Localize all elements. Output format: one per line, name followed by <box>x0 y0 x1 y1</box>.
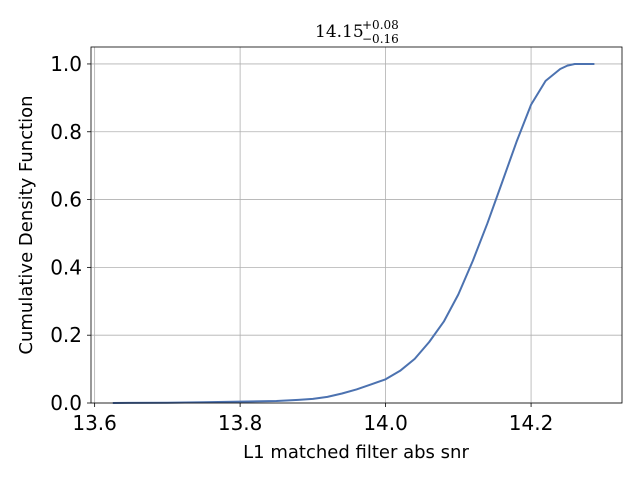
chart-title-lower-error: −0.16 <box>362 32 399 46</box>
cdf-series-line <box>112 63 595 404</box>
y-tick-label: 0.0 <box>50 391 82 415</box>
y-axis-ticks: 0.0 0.2 0.4 0.6 0.8 1.0 <box>50 52 91 415</box>
x-tick-label: 13.6 <box>72 411 117 435</box>
y-tick-label: 0.2 <box>50 323 82 347</box>
x-tick-label: 14.0 <box>363 411 408 435</box>
x-tick-label: 14.2 <box>509 411 554 435</box>
x-axis-label: L1 matched filter abs snr <box>243 442 469 463</box>
y-tick-label: 0.4 <box>50 255 82 279</box>
chart-title-upper-error: +0.08 <box>362 18 399 32</box>
series-layer <box>112 63 595 404</box>
y-axis-label: Cumulative Density Function <box>16 95 37 354</box>
chart-title-value: 14.15 <box>315 22 364 42</box>
grid-lines <box>91 47 622 404</box>
x-tick-label: 13.8 <box>218 411 263 435</box>
y-tick-label: 0.8 <box>50 120 82 144</box>
x-axis-ticks: 13.6 13.8 14.0 14.2 <box>72 403 553 435</box>
y-tick-label: 0.6 <box>50 188 82 212</box>
plot-frame <box>90 46 623 404</box>
y-tick-label: 1.0 <box>50 52 82 76</box>
